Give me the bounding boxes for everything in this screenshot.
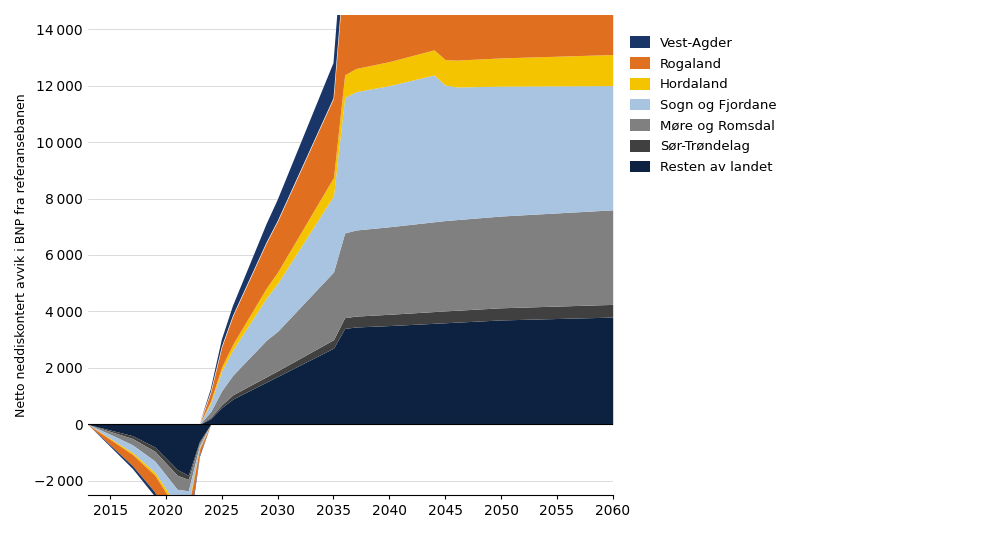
Legend: Vest-Agder, Rogaland, Hordaland, Sogn og Fjordane, Møre og Romsdal, Sør-Trøndela: Vest-Agder, Rogaland, Hordaland, Sogn og… bbox=[624, 31, 781, 179]
Y-axis label: Netto neddiskontert avvik i BNP fra referansebanen: Netto neddiskontert avvik i BNP fra refe… bbox=[15, 93, 28, 417]
